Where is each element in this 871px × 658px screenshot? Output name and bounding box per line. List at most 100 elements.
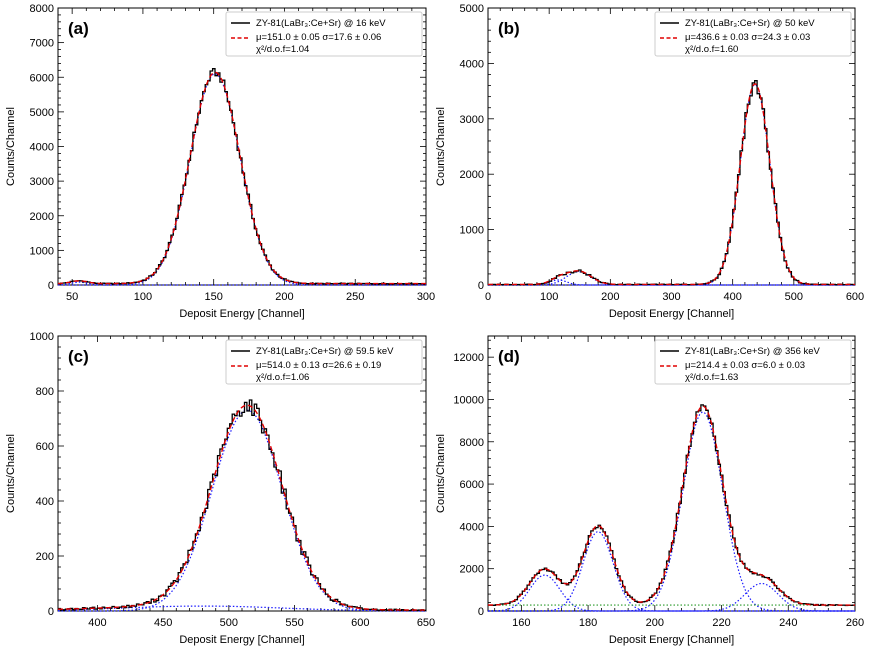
y-tick-label: 5000	[460, 3, 484, 15]
panel-label: (a)	[68, 19, 89, 38]
data-histogram	[488, 404, 855, 607]
data-histogram	[58, 399, 426, 612]
x-tick-label: 400	[88, 617, 106, 629]
component-peak-1	[58, 73, 426, 286]
y-axis-title: Counts/Channel	[435, 107, 447, 186]
y-axis-title: Counts/Channel	[5, 434, 17, 513]
y-tick-label: 0	[478, 280, 484, 292]
y-tick-label: 2000	[30, 211, 54, 223]
fit-curve	[488, 405, 855, 606]
x-tick-label: 180	[579, 617, 597, 629]
x-axis-title: Deposit Energy [Channel]	[609, 634, 734, 646]
chart-panel-4: 160 180 200 220 240 260 0 2000 4000 6000 8000 10000…	[435, 335, 864, 646]
data-histogram	[58, 68, 426, 285]
x-axis-title: Deposit Energy [Channel]	[179, 308, 304, 320]
x-axis-title: Deposit Energy [Channel]	[609, 308, 734, 320]
legend-chi-label: χ²/d.o.f=1.04	[256, 44, 309, 55]
y-tick-label: 4000	[460, 521, 484, 533]
x-tick-label: 500	[785, 291, 803, 303]
y-tick-label: 1000	[460, 225, 484, 237]
legend-data-label: ZY-81(LaBr₃:Ce+Sr) @ 16 keV	[256, 18, 386, 29]
fit-curve	[58, 71, 426, 285]
legend-fit-label: μ=514.0 ± 0.13 σ=26.6 ± 0.19	[256, 360, 381, 371]
panel-label: (d)	[498, 347, 520, 366]
y-tick-label: 12000	[453, 352, 484, 364]
panel-label: (c)	[68, 347, 89, 366]
x-tick-label: 160	[512, 617, 530, 629]
y-tick-label: 800	[36, 386, 54, 398]
y-tick-label: 8000	[30, 3, 54, 15]
legend-chi-label: χ²/d.o.f=1.63	[685, 372, 738, 383]
x-tick-label: 400	[723, 291, 741, 303]
legend-fit-label: μ=151.0 ± 0.05 σ=17.6 ± 0.06	[256, 32, 381, 43]
data-histogram	[488, 80, 855, 286]
chart-panel-2: 0 100 200 300 400 500 600 0 1000 2000 3000 4000 5000…	[435, 3, 864, 320]
legend-box	[225, 339, 423, 385]
y-tick-label: 3000	[460, 114, 484, 126]
x-tick-label: 600	[846, 291, 864, 303]
y-tick-label: 0	[478, 606, 484, 618]
y-axis-title: Counts/Channel	[5, 107, 17, 186]
x-axis-title: Deposit Energy [Channel]	[179, 634, 304, 646]
x-tick-label: 200	[646, 617, 664, 629]
x-tick-label: 650	[417, 617, 435, 629]
legend-box	[654, 339, 852, 385]
x-tick-label: 100	[134, 291, 152, 303]
x-tick-label: 50	[66, 291, 78, 303]
legend-chi-label: χ²/d.o.f=1.06	[256, 372, 309, 383]
x-tick-label: 200	[601, 291, 619, 303]
component-peak-4	[488, 582, 855, 612]
y-tick-label: 200	[36, 551, 54, 563]
x-tick-label: 300	[662, 291, 680, 303]
y-tick-label: 7000	[30, 38, 54, 50]
x-tick-label: 100	[540, 291, 558, 303]
legend-chi-label: χ²/d.o.f=1.60	[685, 44, 738, 55]
fit-curve	[488, 83, 855, 286]
y-tick-label: 0	[48, 280, 54, 292]
x-tick-label: 150	[205, 291, 223, 303]
y-tick-label: 6000	[460, 479, 484, 491]
x-tick-label: 200	[275, 291, 293, 303]
legend-fit-label: μ=436.6 ± 0.03 σ=24.3 ± 0.03	[685, 32, 810, 43]
y-axis-title: Counts/Channel	[435, 434, 447, 513]
y-tick-label: 6000	[30, 72, 54, 84]
x-tick-label: 300	[417, 291, 435, 303]
fit-curve	[57, 404, 426, 611]
y-tick-label: 4000	[30, 142, 54, 154]
y-tick-label: 4000	[460, 58, 484, 70]
x-tick-label: 250	[346, 291, 364, 303]
legend-data-label: ZY-81(LaBr₃:Ce+Sr) @ 59.5 keV	[256, 346, 394, 357]
component-peak-1	[488, 411, 855, 612]
y-tick-label: 600	[36, 441, 54, 453]
y-tick-label: 10000	[453, 394, 484, 406]
legend-fit-label: μ=214.4 ± 0.03 σ=6.0 ± 0.03	[685, 360, 805, 371]
y-tick-label: 400	[36, 496, 54, 508]
panel-label: (b)	[498, 19, 520, 38]
y-tick-label: 2000	[460, 564, 484, 576]
x-tick-label: 240	[779, 617, 797, 629]
y-tick-label: 1000	[30, 245, 54, 257]
y-tick-label: 1000	[30, 331, 54, 343]
y-tick-label: 2000	[460, 169, 484, 181]
component-peak-1	[488, 83, 855, 286]
x-tick-label: 550	[285, 617, 303, 629]
chart-panel-1: 50 100 150 200 250 30001000200030004000500060…	[5, 3, 435, 320]
legend-box	[225, 11, 423, 57]
legend-box	[654, 11, 852, 57]
y-tick-label: 0	[48, 606, 54, 618]
x-tick-label: 600	[351, 617, 369, 629]
component-peak-1	[58, 409, 426, 612]
y-tick-label: 3000	[30, 176, 54, 188]
x-tick-label: 0	[485, 291, 491, 303]
y-tick-label: 5000	[30, 107, 54, 119]
x-tick-label: 500	[220, 617, 238, 629]
x-tick-label: 450	[154, 617, 172, 629]
chart-panel-3: 400 450 500 550 600 650 0 200 400 600 800 1000 Depos…	[5, 331, 435, 646]
x-tick-label: 260	[846, 617, 864, 629]
legend-data-label: ZY-81(LaBr₃:Ce+Sr) @ 356 keV	[685, 346, 821, 357]
legend-data-label: ZY-81(LaBr₃:Ce+Sr) @ 50 keV	[685, 18, 815, 29]
x-tick-label: 220	[712, 617, 730, 629]
y-tick-label: 8000	[460, 437, 484, 449]
